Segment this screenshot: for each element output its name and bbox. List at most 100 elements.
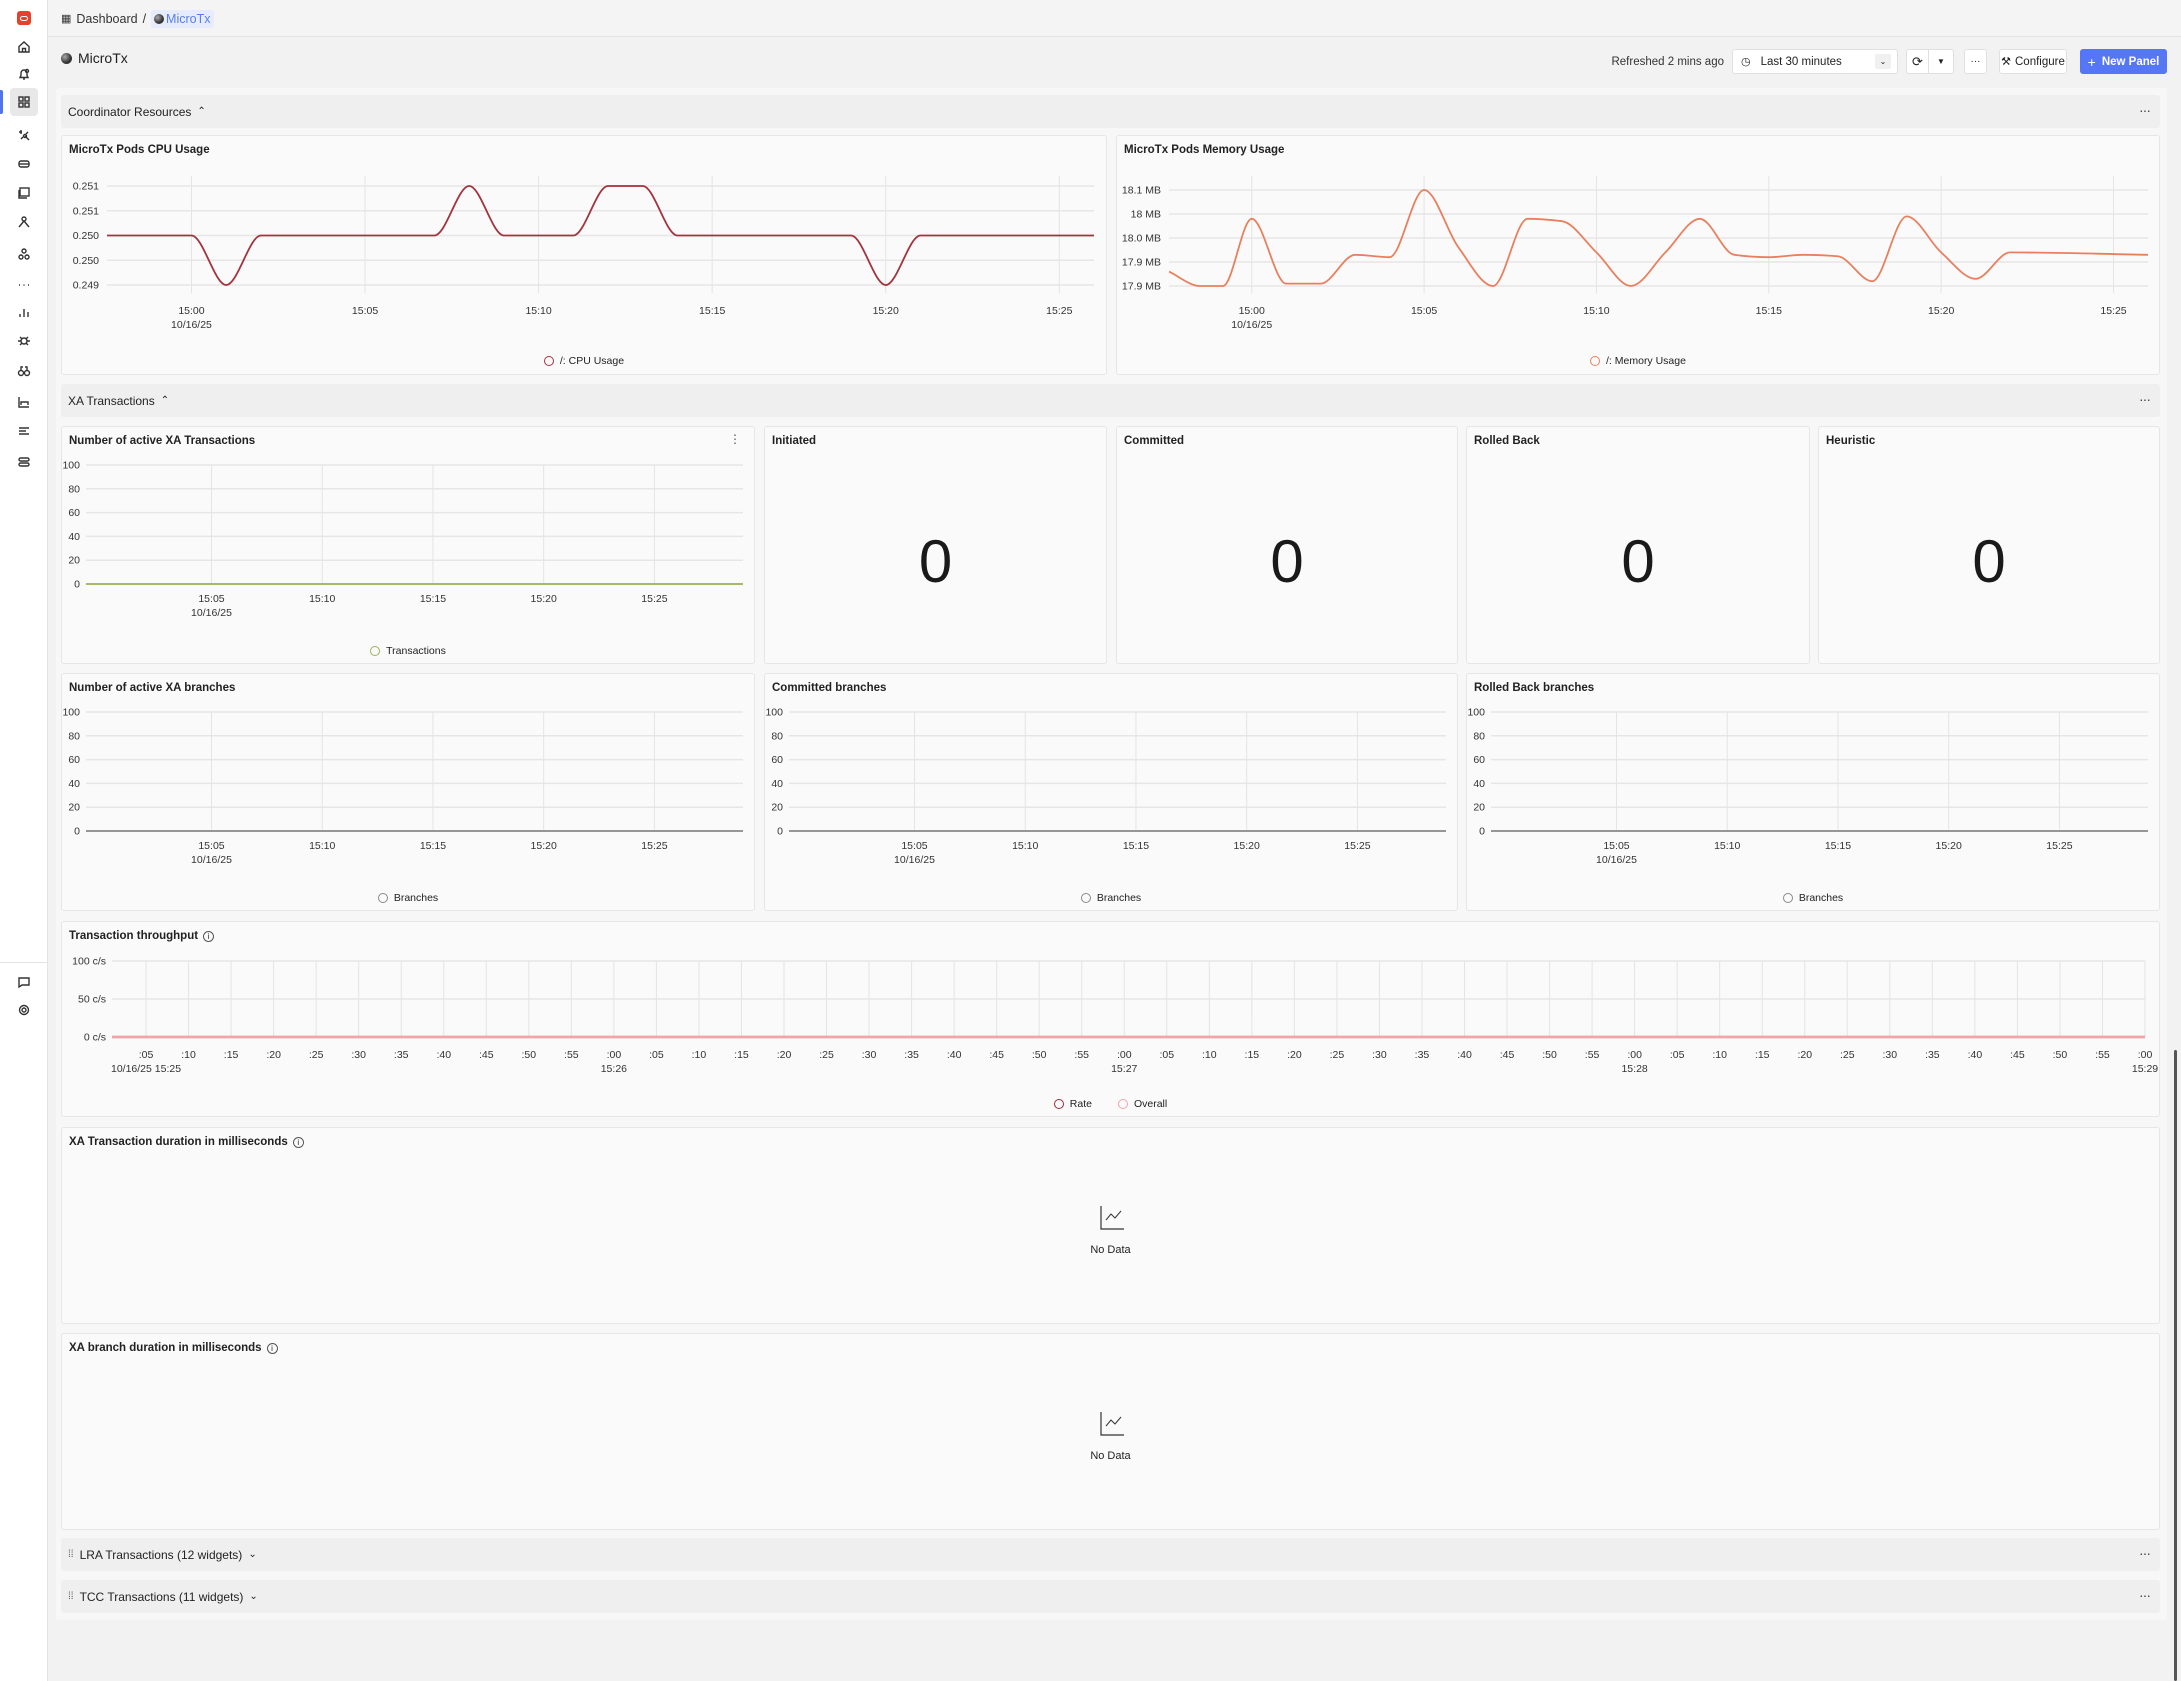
binoculars-icon[interactable] — [10, 357, 38, 385]
x-tick-label: :40 — [1968, 1049, 1983, 1061]
x-tick-label: :25 — [309, 1049, 324, 1061]
row-menu-icon[interactable]: ··· — [2139, 1587, 2151, 1603]
legend-item[interactable]: Overall — [1117, 1098, 1167, 1110]
info-icon[interactable]: i — [203, 931, 215, 942]
x-tick-label: :50 — [1542, 1049, 1557, 1061]
x-tick-label: :30 — [1883, 1049, 1898, 1061]
x-tick-label: :20 — [777, 1049, 792, 1061]
sidebar-divider — [0, 962, 48, 963]
x-tick-label: :00 — [1117, 1049, 1132, 1061]
chevron-down-icon: ⌄ — [1875, 54, 1891, 69]
more-options-button[interactable]: ··· — [1964, 49, 1987, 74]
x-tick-label: :55 — [2095, 1049, 2110, 1061]
new-panel-button[interactable]: + New Panel — [2080, 49, 2167, 74]
row-menu-icon[interactable]: ··· — [2139, 1545, 2151, 1561]
configure-button[interactable]: ⚒ Configure — [1999, 49, 2067, 74]
panel-menu-icon[interactable]: ⋮ — [729, 432, 741, 446]
legend-item[interactable]: Branches — [1782, 892, 1843, 904]
more-icon[interactable] — [10, 271, 38, 299]
legend-item[interactable]: Branches — [1080, 892, 1141, 904]
y-tick-label: 0.250 — [73, 230, 99, 242]
page-title-text: MicroTx — [78, 50, 128, 66]
chevron-down-icon[interactable]: ⌄ — [248, 1549, 257, 1560]
rolled-back-stat-panel: Rolled Back 0 — [1466, 426, 1810, 664]
row-coordinator-resources[interactable]: Coordinator Resources ⌃ ··· — [61, 95, 2160, 128]
legend-label: Rate — [1069, 1098, 1092, 1110]
x-tick-label: :00 — [2138, 1049, 2153, 1061]
breadcrumb-separator: / — [142, 11, 147, 26]
x-tick-label: 15:00 — [1239, 305, 1265, 317]
row-xa-transactions[interactable]: XA Transactions ⌃ ··· — [61, 384, 2160, 417]
cpu-usage-chart: 0.249 0.250 0.250 0.251 0.251 15:00 10/16/25 15… — [73, 176, 1094, 331]
x-tick-label: 15:10 — [309, 840, 335, 852]
explore-icon[interactable] — [10, 121, 38, 149]
panel-title: Committed — [1124, 435, 1185, 447]
row-tcc-transactions[interactable]: ⁞⁞ TCC Transactions (11 widgets) ⌄ ··· — [61, 1580, 2160, 1613]
drag-handle-icon[interactable]: ⁞⁞ — [68, 1549, 74, 1560]
breadcrumb-current[interactable]: MicroTx — [151, 9, 214, 28]
home-icon[interactable] — [10, 33, 38, 61]
xa-branch-duration-panel: XA branch duration in milliseconds i No D… — [61, 1333, 2160, 1530]
series-line — [107, 185, 1094, 286]
chevron-down-icon[interactable]: ⌄ — [249, 1591, 258, 1602]
metrics-icon[interactable] — [10, 298, 38, 326]
drag-handle-icon[interactable]: ⁞⁞ — [68, 1591, 74, 1602]
stat-value: 0 — [1270, 528, 1304, 595]
traces-icon[interactable] — [10, 208, 38, 236]
info-icon[interactable]: i — [292, 1137, 304, 1148]
row-lra-transactions[interactable]: ⁞⁞ LRA Transactions (12 widgets) ⌄ ··· — [61, 1538, 2160, 1571]
y-tick-label: 40 — [1473, 778, 1485, 790]
refresh-button[interactable]: ⟳ — [1906, 49, 1929, 74]
info-icon[interactable]: i — [266, 1343, 278, 1354]
panel-title: Number of active XA Transactions — [69, 435, 256, 447]
refresh-icon: ⟳ — [1912, 53, 1923, 69]
chat-icon[interactable] — [10, 968, 38, 996]
services-icon[interactable] — [10, 240, 38, 268]
x-tick-label: 15:25 — [641, 840, 667, 852]
x-tick-label: :30 — [1372, 1049, 1387, 1061]
refresh-interval-dropdown[interactable]: ▼ — [1929, 49, 1954, 74]
refreshed-status: Refreshed 2 mins ago — [1611, 55, 1724, 68]
scrollbar-thumb[interactable] — [2174, 1050, 2177, 1681]
row-menu-icon[interactable]: ··· — [2139, 391, 2151, 407]
heuristic-stat-panel: Heuristic 0 — [1818, 426, 2160, 664]
x-tick-label: :15 — [224, 1049, 239, 1061]
logs-icon[interactable] — [10, 179, 38, 207]
cpu-usage-panel: MicroTx Pods CPU Usage 0.249 0.250 0.250 0.… — [61, 135, 1107, 375]
panel-title: Initiated — [772, 435, 817, 447]
x-tick-label: :40 — [947, 1049, 962, 1061]
time-range-select[interactable]: ◷ Last 30 minutes ⌄ — [1732, 49, 1898, 74]
time-range-value: Last 30 minutes — [1760, 55, 1842, 68]
chart-legend: Branches — [1467, 892, 2159, 904]
chart-legend: Branches — [62, 892, 754, 904]
legend-marker-icon — [1053, 1099, 1064, 1109]
x-tick-label: 15:05 — [352, 305, 378, 317]
row-header-label: ⁞⁞ TCC Transactions (11 widgets) ⌄ — [68, 1580, 258, 1613]
legend-item[interactable]: Transactions — [370, 645, 446, 657]
x-tick-label: :35 — [1415, 1049, 1430, 1061]
legend-item[interactable]: Rate — [1053, 1098, 1092, 1110]
list-icon[interactable] — [10, 417, 38, 445]
caret-down-icon: ▼ — [1937, 57, 1945, 66]
dashboards-icon[interactable] — [10, 88, 38, 116]
chart-legend: /: CPU Usage — [62, 355, 1106, 367]
legend-item[interactable]: /: CPU Usage — [543, 355, 624, 367]
infrastructure-icon[interactable] — [10, 150, 38, 178]
breadcrumb-dashboard[interactable]: Dashboard — [76, 11, 138, 26]
x-tick-label: :15 — [734, 1049, 749, 1061]
pipelines-icon[interactable] — [10, 448, 38, 476]
alerts-icon[interactable] — [10, 60, 38, 88]
settings-icon[interactable] — [10, 996, 38, 1024]
row-menu-icon[interactable]: ··· — [2139, 102, 2151, 118]
chevron-up-icon[interactable]: ⌃ — [197, 106, 206, 117]
logo-icon[interactable] — [10, 4, 38, 32]
exceptions-icon[interactable] — [10, 327, 38, 355]
legend-item[interactable]: /: Memory Usage — [1590, 355, 1686, 367]
chevron-up-icon[interactable]: ⌃ — [160, 395, 170, 406]
y-tick-label: 17.9 MB — [1122, 257, 1161, 269]
y-tick-label: 20 — [68, 555, 80, 567]
charts-icon[interactable] — [10, 388, 38, 416]
panel-title: XA Transaction duration in milliseconds i — [69, 1136, 304, 1148]
legend-item[interactable]: Branches — [377, 892, 438, 904]
